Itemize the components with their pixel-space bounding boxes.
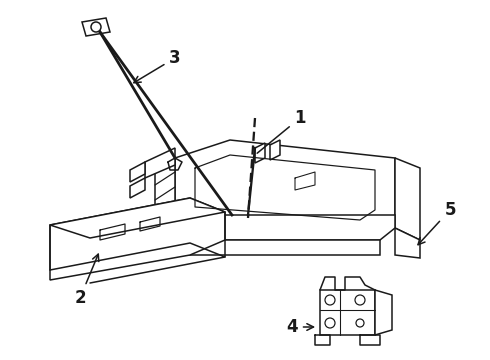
Polygon shape xyxy=(155,158,175,228)
Polygon shape xyxy=(175,240,380,255)
Text: 2: 2 xyxy=(74,254,99,307)
Polygon shape xyxy=(395,158,420,240)
Text: 3: 3 xyxy=(134,49,181,83)
Polygon shape xyxy=(395,228,420,258)
Polygon shape xyxy=(130,162,145,182)
Polygon shape xyxy=(320,290,375,335)
Text: 1: 1 xyxy=(257,109,306,153)
Polygon shape xyxy=(82,18,110,36)
Polygon shape xyxy=(50,198,225,280)
Polygon shape xyxy=(130,178,145,198)
Polygon shape xyxy=(145,148,175,178)
Polygon shape xyxy=(155,215,395,240)
Polygon shape xyxy=(175,140,395,228)
Polygon shape xyxy=(270,140,280,160)
Polygon shape xyxy=(255,143,265,163)
Text: 4: 4 xyxy=(286,318,314,336)
Polygon shape xyxy=(50,198,225,238)
Polygon shape xyxy=(375,290,392,335)
Text: 5: 5 xyxy=(418,201,456,245)
